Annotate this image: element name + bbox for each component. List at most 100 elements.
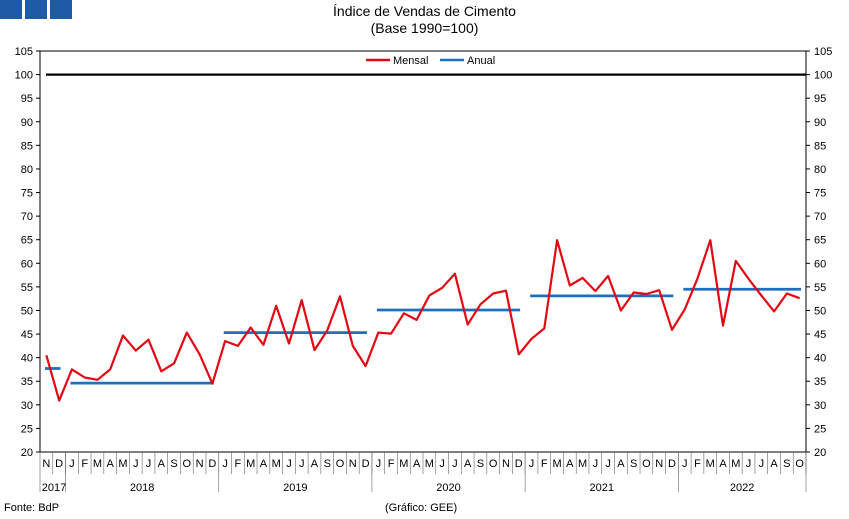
chart-title-line1: Índice de Vendas de Cimento bbox=[333, 3, 516, 19]
month-tick-label: F bbox=[541, 458, 548, 470]
y-tick-label-right: 45 bbox=[814, 329, 826, 341]
y-tick-label-right: 100 bbox=[814, 70, 832, 82]
month-tick-label: S bbox=[170, 458, 177, 470]
y-tick-label-right: 25 bbox=[814, 423, 826, 435]
y-tick-label-right: 85 bbox=[814, 140, 826, 152]
month-tick-label: F bbox=[694, 458, 701, 470]
logo-block bbox=[0, 0, 22, 19]
month-tick-label: M bbox=[731, 458, 740, 470]
month-tick-label: O bbox=[642, 458, 651, 470]
y-tick-label-left: 35 bbox=[21, 376, 33, 388]
y-tick-label-right: 90 bbox=[814, 117, 826, 129]
month-tick-label: M bbox=[399, 458, 408, 470]
y-tick-label-right: 70 bbox=[814, 211, 826, 223]
month-tick-label: J bbox=[682, 458, 688, 470]
month-tick-label: A bbox=[260, 458, 268, 470]
month-tick-label: J bbox=[376, 458, 382, 470]
month-tick-label: M bbox=[552, 458, 561, 470]
y-tick-label-left: 60 bbox=[21, 258, 33, 270]
month-tick-label: A bbox=[413, 458, 421, 470]
month-tick-label: A bbox=[719, 458, 727, 470]
y-tick-label-left: 55 bbox=[21, 282, 33, 294]
month-tick-label: M bbox=[93, 458, 102, 470]
month-tick-label: A bbox=[464, 458, 472, 470]
month-tick-label: F bbox=[388, 458, 395, 470]
legend-mensal-label: Mensal bbox=[393, 55, 428, 67]
month-tick-label: J bbox=[439, 458, 445, 470]
y-tick-label-left: 100 bbox=[15, 70, 33, 82]
y-tick-label-right: 80 bbox=[814, 164, 826, 176]
month-tick-label: N bbox=[42, 458, 50, 470]
month-tick-label: J bbox=[593, 458, 599, 470]
month-tick-label: J bbox=[286, 458, 292, 470]
y-tick-label-right: 65 bbox=[814, 235, 826, 247]
month-tick-label: A bbox=[770, 458, 778, 470]
month-tick-label: D bbox=[668, 458, 676, 470]
y-tick-label-left: 90 bbox=[21, 117, 33, 129]
legend-anual-label: Anual bbox=[467, 55, 495, 67]
month-tick-label: J bbox=[759, 458, 765, 470]
month-tick-label: O bbox=[489, 458, 498, 470]
month-tick-label: N bbox=[502, 458, 510, 470]
y-tick-label-left: 40 bbox=[21, 353, 33, 365]
y-tick-label-left: 105 bbox=[15, 46, 33, 58]
y-tick-label-right: 75 bbox=[814, 188, 826, 200]
month-tick-label: M bbox=[706, 458, 715, 470]
month-tick-label: O bbox=[336, 458, 345, 470]
month-tick-label: J bbox=[299, 458, 305, 470]
month-tick-label: F bbox=[81, 458, 88, 470]
year-tick-label: 2020 bbox=[436, 482, 460, 494]
month-tick-label: J bbox=[133, 458, 139, 470]
month-tick-label: J bbox=[146, 458, 152, 470]
month-tick-label: D bbox=[208, 458, 216, 470]
y-tick-label-left: 20 bbox=[21, 447, 33, 459]
month-tick-label: D bbox=[362, 458, 370, 470]
month-tick-label: N bbox=[655, 458, 663, 470]
y-tick-label-left: 95 bbox=[21, 93, 33, 105]
month-tick-label: A bbox=[566, 458, 574, 470]
month-tick-label: A bbox=[158, 458, 166, 470]
month-tick-label: D bbox=[55, 458, 63, 470]
y-tick-label-right: 60 bbox=[814, 258, 826, 270]
source-note: Fonte: BdP bbox=[4, 502, 60, 514]
y-tick-label-right: 20 bbox=[814, 447, 826, 459]
month-tick-label: J bbox=[69, 458, 75, 470]
month-tick-label: M bbox=[118, 458, 127, 470]
logo-block bbox=[50, 0, 72, 19]
month-tick-label: J bbox=[452, 458, 458, 470]
month-tick-label: M bbox=[272, 458, 281, 470]
month-tick-label: J bbox=[605, 458, 611, 470]
y-tick-label-right: 30 bbox=[814, 400, 826, 412]
month-tick-label: F bbox=[235, 458, 242, 470]
month-tick-label: S bbox=[477, 458, 484, 470]
logo bbox=[0, 0, 72, 19]
y-tick-label-left: 50 bbox=[21, 305, 33, 317]
y-tick-label-right: 95 bbox=[814, 93, 826, 105]
month-tick-label: O bbox=[795, 458, 804, 470]
y-tick-label-right: 105 bbox=[814, 46, 832, 58]
year-tick-label: 2018 bbox=[130, 482, 154, 494]
year-tick-label: 2022 bbox=[730, 482, 754, 494]
y-tick-label-right: 50 bbox=[814, 305, 826, 317]
chart-title: Índice de Vendas de Cimento (Base 1990=1… bbox=[0, 3, 849, 37]
y-tick-label-left: 85 bbox=[21, 140, 33, 152]
month-tick-label: M bbox=[425, 458, 434, 470]
plot-frame bbox=[39, 50, 807, 453]
month-tick-label: S bbox=[783, 458, 790, 470]
chart-title-line2: (Base 1990=100) bbox=[370, 20, 479, 36]
credit-note: (Gráfico: GEE) bbox=[385, 502, 458, 514]
y-tick-label-left: 75 bbox=[21, 188, 33, 200]
month-tick-label: J bbox=[529, 458, 535, 470]
month-tick-label: J bbox=[746, 458, 752, 470]
month-tick-label: A bbox=[107, 458, 115, 470]
y-tick-label-right: 35 bbox=[814, 376, 826, 388]
year-tick-label: 2021 bbox=[589, 482, 613, 494]
y-tick-label-left: 30 bbox=[21, 400, 33, 412]
y-tick-label-left: 45 bbox=[21, 329, 33, 341]
y-tick-label-left: 80 bbox=[21, 164, 33, 176]
year-tick-label: 2017 bbox=[42, 482, 66, 494]
month-tick-label: D bbox=[515, 458, 523, 470]
series-mensal-line bbox=[45, 239, 800, 402]
month-tick-label: N bbox=[349, 458, 357, 470]
